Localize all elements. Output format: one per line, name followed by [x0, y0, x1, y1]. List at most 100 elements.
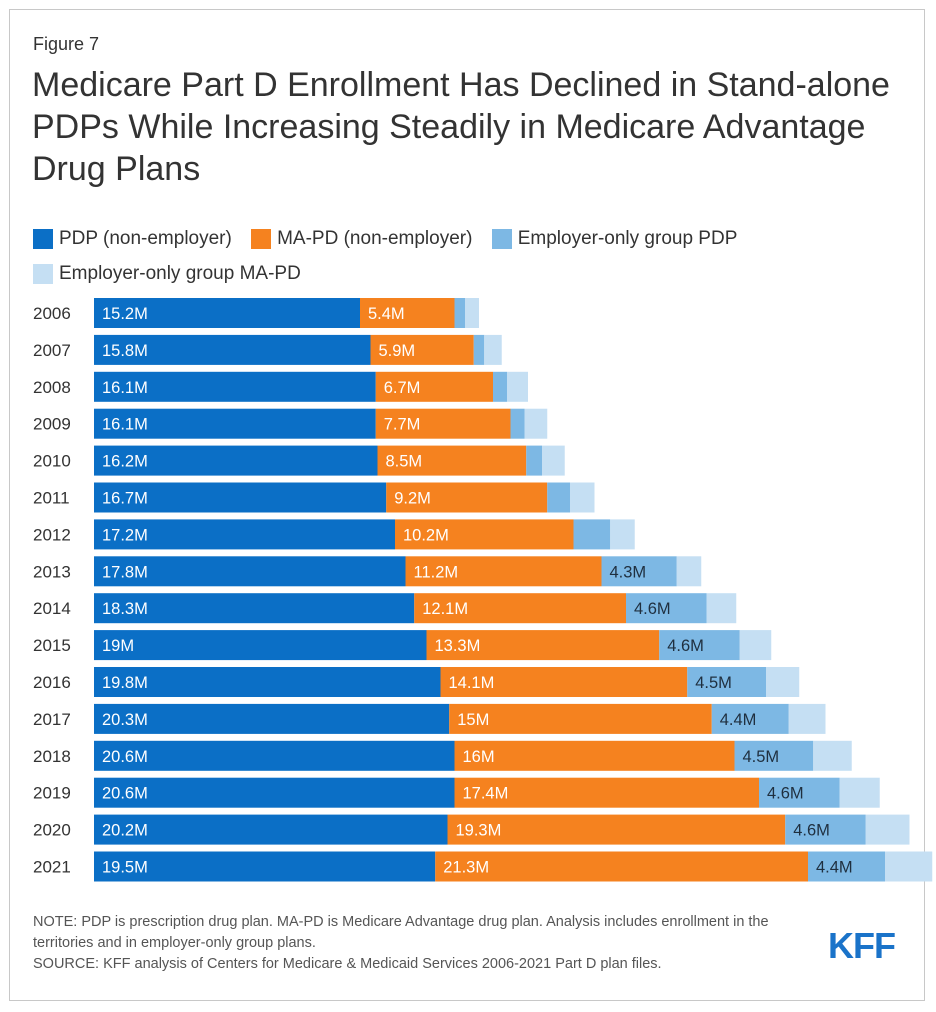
bar-segment — [375, 408, 511, 439]
data-label: 19.8M — [102, 674, 148, 692]
data-label: 12.1M — [422, 600, 468, 618]
bar-segment — [734, 740, 814, 771]
bar-segment — [570, 482, 595, 513]
bar-segment — [405, 556, 602, 587]
source-text: SOURCE: KFF analysis of Centers for Medi… — [33, 956, 662, 972]
bar-segment — [94, 408, 376, 439]
data-label: 11.2M — [414, 563, 459, 581]
data-label: 10.2M — [403, 526, 449, 544]
data-label: 4.3M — [610, 563, 647, 581]
legend-item-employer-pdp: Employer-only group PDP — [491, 224, 737, 254]
y-tick-label: 2009 — [33, 415, 71, 434]
bar-segment — [94, 777, 455, 808]
bar-segment — [788, 703, 826, 734]
bar-segment — [426, 630, 660, 661]
bar-segment — [711, 703, 789, 734]
bar-segment — [94, 445, 378, 476]
chart-title: Medicare Part D Enrollment Has Declined … — [32, 66, 890, 188]
bar-segment — [94, 851, 436, 882]
bar-segment — [454, 740, 735, 771]
bar-segment — [739, 630, 772, 661]
bar-segment — [573, 519, 611, 550]
y-tick-label: 2007 — [33, 341, 71, 360]
data-label: 21.3M — [443, 859, 489, 877]
bar-segment — [808, 851, 885, 882]
bar-segment — [370, 334, 474, 365]
bar-segment — [510, 408, 525, 439]
legend-swatch-pdp — [33, 229, 53, 249]
y-tick-label: 2021 — [33, 858, 71, 877]
bar-segment — [454, 777, 759, 808]
legend-swatch-employer-mapd — [33, 264, 53, 284]
data-label: 4.6M — [634, 600, 671, 618]
bar-segment — [375, 371, 493, 402]
bar-segment — [687, 667, 766, 697]
bar-segment — [435, 851, 808, 882]
bar-segment — [526, 445, 542, 476]
legend-swatch-mapd — [251, 229, 272, 249]
data-label: 17.4M — [463, 785, 509, 803]
data-label: 6.7M — [384, 379, 421, 397]
bar-segment — [626, 593, 707, 624]
data-label: 16.2M — [102, 453, 148, 471]
stacked-bar-chart: 2006 15.2M 5.4M 2007 15.8M 5.9M 2008 16.1M 6.7M 2… — [33, 298, 933, 882]
kff-logo: KFF — [828, 925, 896, 966]
data-label: 20.3M — [102, 711, 148, 729]
data-label: 4.4M — [720, 711, 757, 729]
bar-segment — [360, 298, 455, 328]
y-tick-label: 2018 — [33, 747, 71, 766]
bar-segment — [484, 334, 502, 365]
bar-segment — [865, 814, 910, 845]
chart-notes: NOTE: PDP is prescription drug plan. MA-… — [33, 912, 793, 975]
data-label: 15.8M — [102, 342, 148, 360]
data-label: 17.8M — [102, 563, 148, 581]
bar-segment — [94, 519, 395, 550]
bar-segment — [94, 703, 450, 734]
data-label: 17.2M — [102, 526, 148, 544]
data-label: 7.7M — [384, 416, 421, 434]
data-label: 4.6M — [767, 785, 804, 803]
data-label: 16.7M — [102, 490, 148, 508]
data-label: 15.2M — [102, 305, 148, 323]
data-label: 20.6M — [102, 785, 148, 803]
bar-segment — [440, 667, 688, 697]
bar-segment — [94, 630, 427, 661]
bar-segment — [547, 482, 570, 513]
bar-segment — [473, 334, 485, 365]
data-label: 18.3M — [102, 600, 148, 618]
data-label: 5.9M — [379, 342, 416, 360]
bar-segment — [94, 482, 387, 513]
bar-segment — [454, 298, 465, 328]
legend-label-pdp: PDP (non-employer) — [59, 228, 232, 249]
data-label: 20.6M — [102, 748, 148, 766]
y-tick-label: 2011 — [33, 489, 70, 508]
data-label: 14.1M — [449, 674, 495, 692]
bar-segment — [94, 593, 415, 624]
bar-segment — [885, 851, 933, 882]
data-label: 8.5M — [386, 453, 423, 471]
bar-segment — [706, 593, 737, 624]
bar-segment — [94, 556, 406, 587]
bar-segment — [395, 519, 574, 550]
bar-segment — [759, 777, 840, 808]
data-label: 5.4M — [368, 305, 405, 323]
bar-segment — [676, 556, 702, 587]
y-tick-label: 2017 — [33, 710, 71, 729]
y-tick-label: 2016 — [33, 673, 71, 692]
legend-item-employer-mapd: Employer-only group MA-PD — [33, 259, 301, 289]
data-label: 16.1M — [102, 379, 148, 397]
data-label: 19.3M — [456, 822, 502, 840]
bar-segment — [813, 740, 852, 771]
legend-swatch-employer-pdp — [491, 229, 512, 249]
data-label: 16.1M — [102, 416, 148, 434]
bar-segment — [493, 371, 507, 402]
note-text: NOTE: PDP is prescription drug plan. MA-… — [33, 914, 769, 951]
bar-segment — [94, 334, 371, 365]
bar-segment — [386, 482, 548, 513]
bar-segment — [785, 814, 866, 845]
bar-segment — [449, 703, 712, 734]
y-tick-label: 2014 — [33, 599, 71, 618]
bar-segment — [94, 298, 360, 328]
legend-item-pdp: PDP (non-employer) — [33, 224, 232, 254]
bar-segment — [94, 371, 376, 402]
